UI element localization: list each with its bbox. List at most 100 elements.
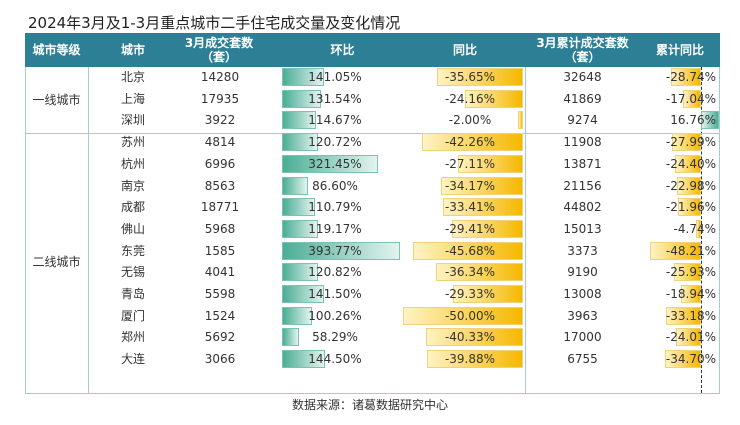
deals-count: 5968 (204, 221, 236, 236)
cum-deals: 11908 (563, 135, 602, 150)
city-name: 无锡 (120, 265, 145, 280)
yoy-label: -29.41% (444, 221, 496, 236)
mom-bar (282, 350, 326, 369)
mom-label: 110.79% (308, 200, 362, 215)
divider (88, 67, 89, 393)
yoy-label: -2.00% (448, 113, 492, 128)
deals-count: 18771 (200, 200, 240, 215)
mom-bar (282, 285, 325, 303)
deals-count: 4041 (204, 265, 236, 280)
cum-yoy-zero-axis (701, 67, 702, 393)
deals-count: 4814 (204, 135, 236, 150)
city-name: 苏州 (120, 135, 145, 150)
cum-yoy-label: -21.96% (665, 200, 716, 215)
yoy-label: -39.88% (444, 352, 496, 367)
cum-yoy-label: -33.18% (665, 308, 716, 323)
yoy-bar (518, 111, 523, 130)
cum-yoy-bar (673, 263, 701, 282)
cum-yoy-label: -48.21% (665, 243, 716, 258)
mom-bar (282, 133, 319, 152)
cum-deals: 6755 (567, 352, 598, 367)
yoy-bar (457, 154, 523, 173)
header-0: 城市等级 (32, 43, 81, 57)
cum-deals: 15013 (563, 221, 602, 236)
yoy-bar (452, 285, 523, 303)
yoy-bar (421, 133, 523, 152)
yoy-label: -42.26% (444, 135, 496, 150)
city-name: 佛山 (120, 221, 145, 236)
city-name: 青岛 (120, 287, 145, 301)
mom-label: 144.50% (308, 352, 362, 367)
mom-bar (282, 89, 322, 108)
cum-yoy-label: -28.74% (665, 70, 716, 84)
cum-deals: 44802 (563, 200, 602, 215)
yoy-bar (435, 263, 523, 282)
cum-deals: 17000 (563, 330, 602, 345)
mom-label: 141.50% (308, 287, 362, 301)
city-name: 东莞 (120, 243, 145, 258)
group-label: 二线城市 (32, 255, 81, 270)
deals-count: 8563 (204, 178, 236, 193)
deals-count: 6996 (204, 156, 236, 171)
yoy-bar (465, 89, 523, 108)
cum-yoy-bar (696, 219, 701, 238)
cum-yoy-bar (683, 89, 701, 108)
yoy-label: -45.68% (444, 243, 496, 258)
cum-deals: 3373 (567, 243, 598, 258)
cum-yoy-label: 16.76% (670, 113, 716, 128)
deals-count: 5598 (204, 287, 236, 301)
yoy-bar (437, 68, 523, 86)
cum-deals: 13871 (563, 156, 602, 171)
mom-bar (282, 176, 308, 195)
header-2: 3月成交套数 （套） (184, 36, 254, 64)
yoy-bar (442, 198, 523, 217)
deals-count: 1585 (204, 243, 236, 258)
mom-bar (282, 111, 317, 130)
yoy-label: -27.11% (444, 156, 496, 171)
mom-bar (282, 68, 325, 86)
cum-yoy-bar (675, 328, 701, 347)
group-divider (25, 133, 720, 135)
yoy-label: -29.33% (444, 287, 496, 301)
mom-label: 393.77% (308, 243, 362, 258)
deals-count: 1524 (204, 308, 236, 323)
yoy-bar (452, 219, 523, 238)
cum-yoy-label: -24.01% (665, 330, 716, 345)
yoy-bar (440, 176, 523, 195)
cum-yoy-label: -24.40% (665, 156, 716, 171)
table-header (25, 33, 720, 67)
cum-deals: 13008 (563, 287, 602, 301)
city-name: 北京 (120, 70, 145, 84)
mom-label: 100.26% (308, 308, 362, 323)
mom-bar (282, 241, 401, 260)
mom-label: 58.29% (312, 330, 358, 345)
cum-deals: 9274 (567, 113, 598, 128)
group-label: 一线城市 (32, 92, 81, 107)
city-name: 深圳 (120, 113, 145, 128)
cum-yoy-label: -22.98% (665, 178, 716, 193)
cum-yoy-bar (676, 176, 701, 195)
mom-bar (282, 154, 379, 173)
table-title: 2024年3月及1-3月重点城市二手住宅成交量及变化情况 (28, 14, 401, 32)
yoy-bar (413, 241, 523, 260)
mom-bar (282, 263, 319, 282)
city-name: 成都 (120, 200, 145, 215)
yoy-label: -35.65% (444, 70, 496, 84)
mom-label: 119.17% (308, 221, 362, 236)
city-name: 上海 (120, 91, 145, 106)
data-source: 数据来源：诸葛数据研究中心 (291, 398, 448, 412)
deals-count: 17935 (200, 91, 240, 106)
cum-yoy-bar (675, 154, 701, 173)
cum-yoy-bar (670, 68, 701, 86)
cum-deals: 41869 (563, 91, 602, 106)
city-name: 杭州 (120, 156, 145, 171)
yoy-label: -34.17% (444, 178, 496, 193)
yoy-label: -36.34% (444, 265, 496, 280)
cum-deals: 3963 (567, 308, 598, 323)
cum-yoy-label: -4.74% (673, 221, 716, 236)
cum-yoy-bar (650, 241, 701, 260)
city-name: 厦门 (120, 308, 145, 323)
deals-count: 14280 (200, 70, 240, 84)
cum-yoy-label: -18.94% (665, 287, 716, 301)
cum-yoy-bar (681, 285, 701, 303)
